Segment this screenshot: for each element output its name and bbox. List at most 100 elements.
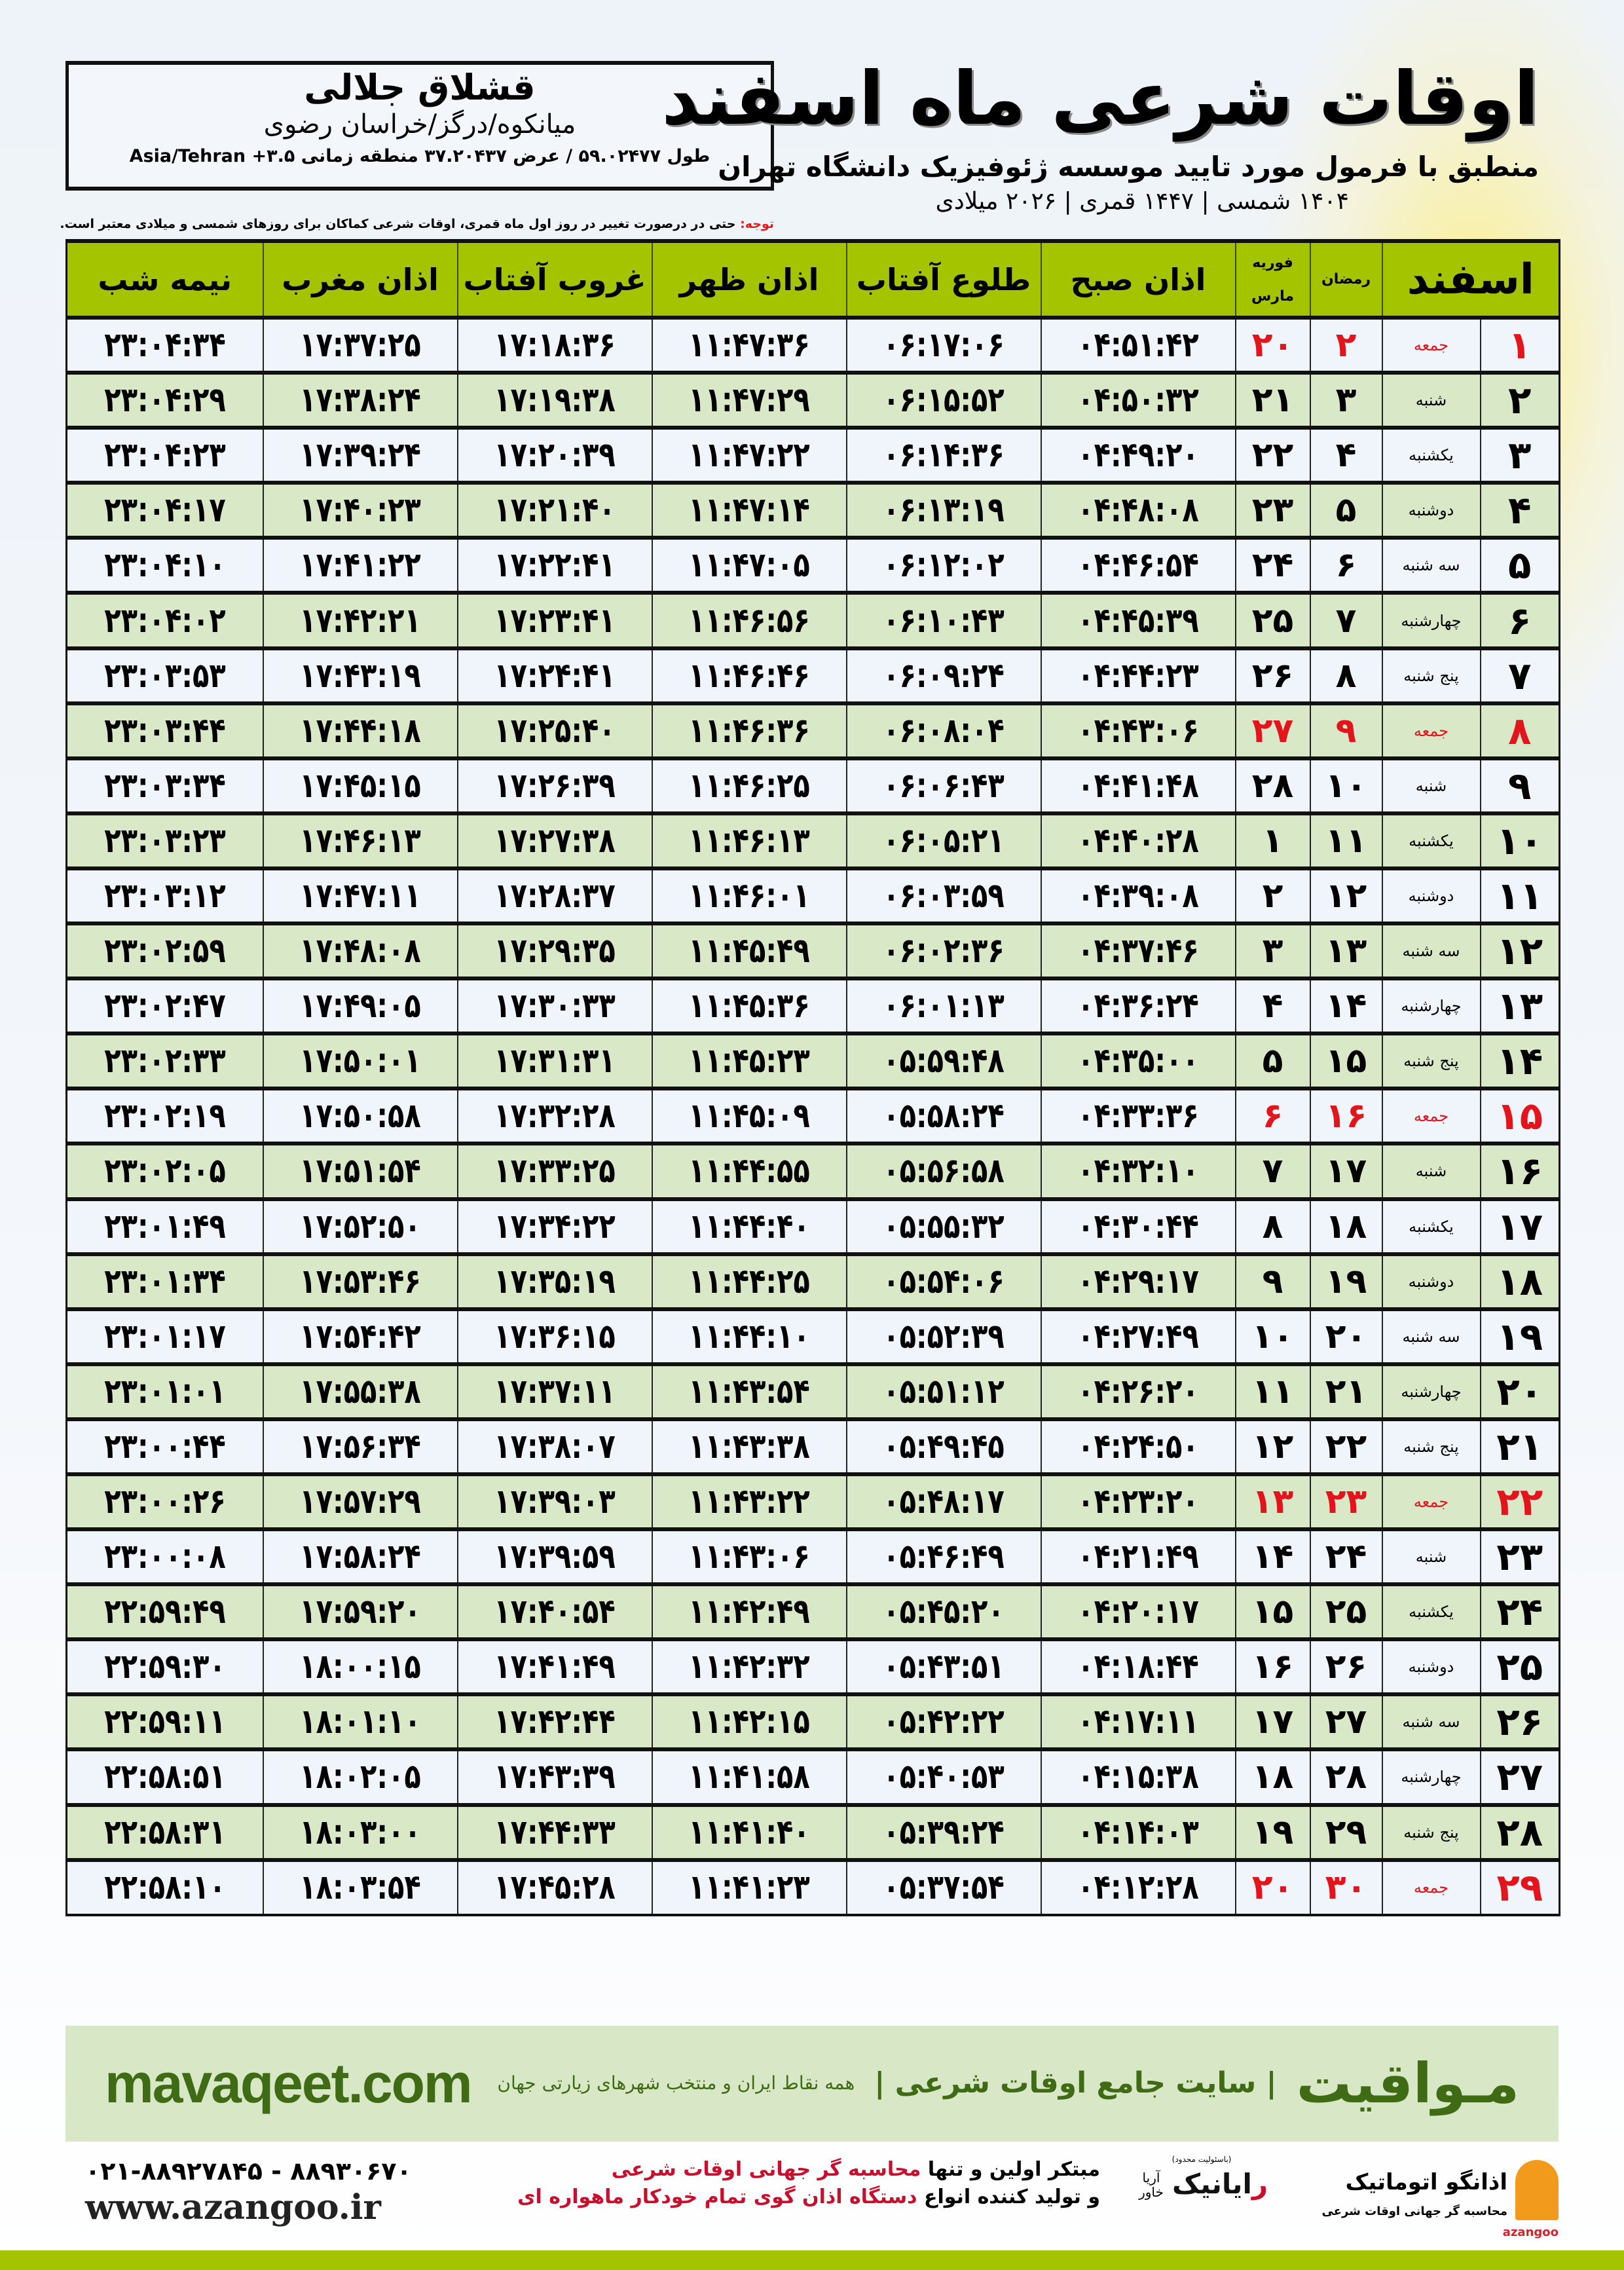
fajr-time-cell: ۰۴:۴۸:۰۸	[1040, 481, 1236, 538]
fajr-time: ۰۴:۴۳:۰۶	[1077, 711, 1199, 751]
weekday: سه شنبه	[1402, 1327, 1460, 1346]
fajr-time: ۰۴:۲۳:۲۰	[1077, 1482, 1199, 1522]
sunset-time: ۱۷:۲۹:۳۵	[494, 931, 616, 971]
dhuhr-time-cell: ۱۱:۴۲:۴۹	[651, 1582, 847, 1640]
fajr-time-cell: ۰۴:۳۲:۱۰	[1040, 1142, 1236, 1199]
sunset-time-cell: ۱۷:۴۴:۳۳	[456, 1802, 652, 1860]
dhuhr-time-cell: ۱۱:۴۶:۲۵	[651, 756, 847, 813]
sunset-time-cell: ۱۷:۱۸:۳۶	[456, 315, 652, 373]
azangoo-en: azangoo	[1502, 2225, 1559, 2239]
sunrise-time: ۰۶:۰۹:۲۴	[883, 656, 1005, 696]
sunrise-time-cell: ۰۵:۴۵:۲۰	[845, 1582, 1041, 1640]
header-fajr: اذان صبح	[1040, 239, 1236, 318]
day-number-cell: ۲۹	[1479, 1857, 1560, 1915]
ramadan-day: ۲۱	[1325, 1371, 1367, 1411]
weekday: دوشنبه	[1408, 1658, 1454, 1677]
sunset-time: ۱۷:۳۴:۲۲	[494, 1206, 616, 1246]
ramadan-day-cell: ۲۷	[1309, 1692, 1382, 1750]
azangoo-website-link[interactable]: www.azangoo.ir	[85, 2187, 381, 2227]
midnight-time-cell: ۲۳:۰۴:۱۰	[65, 536, 263, 593]
march-day-cell: ۲۲	[1234, 426, 1310, 483]
ramadan-day-cell: ۲۲	[1309, 1417, 1382, 1474]
maghrib-time: ۱۷:۳۷:۲۵	[299, 326, 421, 365]
mavaqeet-url-link[interactable]: mavaqeet.com	[105, 2053, 473, 2115]
dhuhr-time: ۱۱:۴۵:۲۳	[688, 1041, 810, 1081]
fajr-time: ۰۴:۵۱:۴۲	[1077, 326, 1199, 365]
march-day-cell: ۵	[1234, 1032, 1310, 1089]
midnight-time: ۲۳:۰۰:۲۶	[103, 1482, 226, 1522]
dhuhr-time: ۱۱:۴۲:۳۲	[688, 1647, 810, 1687]
sunset-time-cell: ۱۷:۴۳:۳۹	[456, 1747, 652, 1805]
weekday: یکشنبه	[1409, 446, 1454, 465]
march-day-cell: ۱۹	[1234, 1802, 1310, 1860]
sunrise-time-cell: ۰۶:۱۰:۴۳	[845, 591, 1041, 648]
dhuhr-time: ۱۱:۴۳:۳۸	[688, 1426, 810, 1466]
dhuhr-time-cell: ۱۱:۴۷:۰۵	[651, 536, 847, 593]
dhuhr-time: ۱۱:۴۴:۵۵	[688, 1151, 810, 1191]
maghrib-time: ۱۷:۵۴:۴۲	[299, 1316, 421, 1356]
ramadan-day-cell: ۷	[1309, 591, 1382, 648]
table-row: ۲۱ پنج شنبه ۲۲ ۱۲ ۰۴:۲۴:۵۰ ۰۵:۴۹:۴۵ ۱۱:۴۳:۳۸ ۱۷…	[65, 1417, 1560, 1474]
march-day-cell: ۱۷	[1234, 1692, 1310, 1750]
sunrise-time-cell: ۰۵:۴۰:۵۳	[845, 1747, 1041, 1805]
fajr-time-cell: ۰۴:۴۶:۵۴	[1040, 536, 1236, 593]
table-row: ۱۰ یکشنبه ۱۱ ۱ ۰۴:۴۰:۲۸ ۰۶:۰۵:۲۱ ۱۱:۴۶:۱۳ ۱۷:۲۷…	[65, 811, 1560, 868]
maghrib-time-cell: ۱۷:۴۴:۱۸	[262, 701, 458, 758]
sunset-time: ۱۷:۳۶:۱۵	[494, 1316, 616, 1356]
day-number-cell: ۲۲	[1479, 1472, 1560, 1530]
maghrib-time-cell: ۱۷:۵۸:۲۴	[262, 1527, 458, 1585]
sunset-time-cell: ۱۷:۲۱:۴۰	[456, 481, 652, 538]
sunrise-time-cell: ۰۵:۵۲:۳۹	[845, 1307, 1041, 1364]
midnight-time: ۲۳:۰۱:۳۴	[103, 1261, 226, 1301]
table-row: ۳ یکشنبه ۴ ۲۲ ۰۴:۴۹:۲۰ ۰۶:۱۴:۳۶ ۱۱:۴۷:۲۲ ۱۷:۲۰:…	[65, 426, 1560, 483]
table-row: ۱ جمعه ۲ ۲۰ ۰۴:۵۱:۴۲ ۰۶:۱۷:۰۶ ۱۱:۴۷:۳۶ ۱۷:۱۸:۳۶…	[65, 315, 1560, 373]
march-day: ۲۶	[1251, 656, 1294, 696]
day-number: ۱۹	[1496, 1314, 1543, 1359]
raianik-row: رایانیک آریا خاور	[1135, 2168, 1268, 2201]
fajr-time: ۰۴:۵۰:۳۲	[1077, 381, 1199, 420]
mavaqeet-description: | سایت جامع اوقات شرعی |	[874, 2066, 1277, 2100]
midnight-time-cell: ۲۳:۰۴:۰۲	[65, 591, 263, 648]
midnight-time-cell: ۲۳:۰۰:۲۶	[65, 1472, 263, 1530]
table-row: ۱۱ دوشنبه ۱۲ ۲ ۰۴:۳۹:۰۸ ۰۶:۰۳:۵۹ ۱۱:۴۶:۰۱ ۱۷:۲۸…	[65, 866, 1560, 924]
table-row: ۵ سه شنبه ۶ ۲۴ ۰۴:۴۶:۵۴ ۰۶:۱۲:۰۲ ۱۱:۴۷:۰۵ ۱۷:۲۲…	[65, 536, 1560, 593]
mavaqeet-logo: مـواقیت	[1296, 2051, 1519, 2116]
weekday-cell: یکشنبه	[1381, 1582, 1481, 1640]
table-row: ۲ شنبه ۳ ۲۱ ۰۴:۵۰:۳۲ ۰۶:۱۵:۵۲ ۱۱:۴۷:۲۹ ۱۷:۱۹:۳۸…	[65, 371, 1560, 428]
midnight-time-cell: ۲۳:۰۳:۲۳	[65, 811, 263, 868]
march-day: ۲	[1262, 876, 1283, 916]
maghrib-time: ۱۷:۴۰:۲۳	[299, 491, 421, 530]
midnight-time-cell: ۲۲:۵۸:۵۱	[65, 1747, 263, 1805]
ramadan-day: ۲۹	[1325, 1812, 1367, 1852]
slogan: مبتکر اولین و تنها محاسبه گر جهانی اوقات…	[511, 2156, 1100, 2211]
sunrise-time: ۰۶:۰۵:۲۱	[883, 821, 1005, 861]
weekday-cell: دوشنبه	[1381, 1637, 1481, 1695]
midnight-time: ۲۳:۰۲:۴۷	[103, 986, 226, 1026]
fajr-time-cell: ۰۴:۴۵:۳۹	[1040, 591, 1236, 648]
midnight-time-cell: ۲۳:۰۱:۴۹	[65, 1197, 263, 1254]
sunset-time-cell: ۱۷:۳۴:۲۲	[456, 1197, 652, 1254]
maghrib-time-cell: ۱۷:۵۵:۳۸	[262, 1362, 458, 1419]
fajr-time-cell: ۰۴:۱۵:۳۸	[1040, 1747, 1236, 1805]
dhuhr-time: ۱۱:۴۶:۱۳	[688, 821, 810, 861]
ramadan-day: ۲۲	[1325, 1426, 1367, 1466]
table-row: ۲۴ یکشنبه ۲۵ ۱۵ ۰۴:۲۰:۱۷ ۰۵:۴۵:۲۰ ۱۱:۴۲:۴۹ ۱۷:۴…	[65, 1582, 1560, 1640]
midnight-time: ۲۲:۵۸:۵۱	[103, 1757, 226, 1797]
sunset-time-cell: ۱۷:۳۷:۱۱	[456, 1362, 652, 1419]
header-sunrise: طلوع آفتاب	[845, 239, 1041, 318]
sunset-time: ۱۷:۲۱:۴۰	[494, 491, 616, 530]
march-day: ۱۴	[1251, 1537, 1294, 1577]
march-day-cell: ۲۵	[1234, 591, 1310, 648]
ramadan-day: ۴	[1335, 436, 1357, 475]
midnight-time: ۲۳:۰۰:۰۸	[103, 1537, 226, 1577]
sunset-time: ۱۷:۴۵:۲۸	[494, 1868, 616, 1908]
march-day-cell: ۲	[1234, 866, 1310, 924]
sunrise-time: ۰۶:۰۸:۰۴	[883, 711, 1005, 751]
ramadan-day-cell: ۱۷	[1309, 1142, 1382, 1199]
ramadan-day-cell: ۲	[1309, 315, 1382, 373]
header-sunset: غروب آفتاب	[456, 239, 652, 318]
ramadan-day: ۱۱	[1325, 821, 1367, 861]
sunrise-time: ۰۵:۴۳:۵۱	[883, 1647, 1005, 1687]
weekday-cell: جمعه	[1381, 1087, 1481, 1144]
weekday: چهارشنبه	[1401, 1382, 1462, 1401]
